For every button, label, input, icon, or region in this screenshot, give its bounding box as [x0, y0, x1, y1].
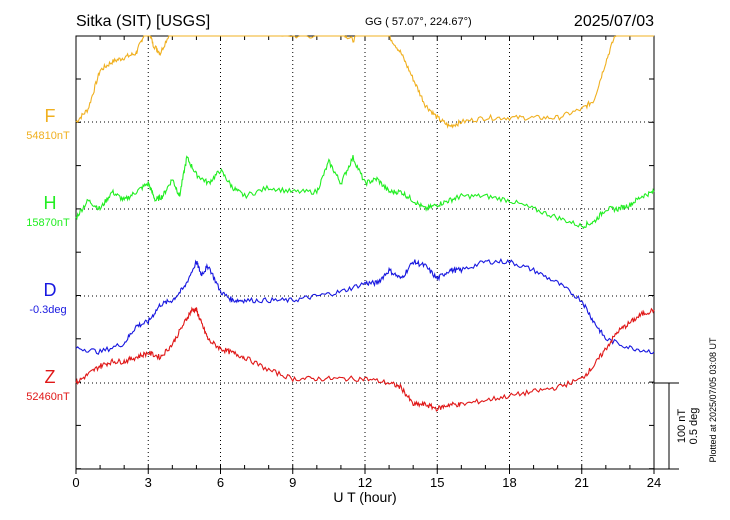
- x-tick-label: 3: [145, 475, 152, 490]
- series-layer: [75, 34, 655, 412]
- series-name-z: Z: [45, 367, 56, 387]
- grid-layer: [76, 36, 654, 469]
- x-tick-label: 6: [217, 475, 224, 490]
- ticks-layer: 0 3 6 9 12 15 18 21 24: [72, 36, 661, 490]
- series-baseline-d: -0.3deg: [29, 304, 66, 316]
- x-axis-title: U T (hour): [333, 489, 396, 505]
- series-name-f: F: [45, 106, 56, 126]
- series-line-d: [75, 257, 655, 355]
- series-baseline-f: 54810nT: [26, 130, 70, 142]
- x-tick-label: 9: [289, 475, 296, 490]
- x-tick-label: 15: [430, 475, 444, 490]
- series-line-z: [75, 306, 655, 412]
- series-name-h: H: [44, 193, 57, 213]
- x-tick-label: 12: [358, 475, 372, 490]
- x-tick-label: 0: [72, 475, 79, 490]
- series-baseline-h: 15870nT: [26, 217, 70, 229]
- series-line-h: [75, 155, 655, 230]
- x-tick-label: 18: [502, 475, 516, 490]
- x-tick-label: 24: [647, 475, 661, 490]
- station-title: Sitka (SIT) [USGS]: [76, 13, 210, 30]
- scale-deg-label: 0.5 deg: [688, 408, 700, 445]
- scale-bar: 100 nT 0.5 deg: [654, 382, 700, 470]
- series-baseline-z: 52460nT: [26, 391, 70, 403]
- date-label: 2025/07/03: [574, 13, 654, 30]
- coords-label: GG ( 57.07°, 224.67°): [365, 16, 472, 28]
- scale-nt-label: 100 nT: [676, 409, 688, 444]
- series-name-d: D: [44, 280, 57, 300]
- series-line-f: [75, 34, 654, 129]
- labels-layer: F 54810nT H 15870nT D -0.3deg Z 52460nT: [26, 106, 70, 403]
- plotted-at-label: Plotted at 2025/07/05 03:08 UT: [708, 337, 718, 463]
- x-tick-label: 21: [575, 475, 589, 490]
